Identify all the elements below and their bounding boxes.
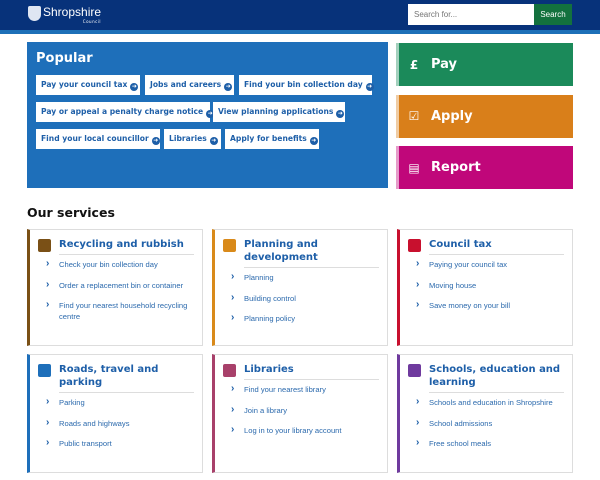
crest-icon	[28, 6, 41, 21]
logo-text: Shropshire	[43, 5, 102, 19]
service-title-link[interactable]: Libraries	[244, 363, 379, 380]
popular-link[interactable]: Libraries ➜	[164, 129, 221, 149]
popular-link[interactable]: Pay or appeal a penalty charge notice ➜	[36, 102, 215, 122]
service-link[interactable]: Free school meals	[416, 438, 568, 450]
popular-title: Popular	[36, 51, 93, 66]
popular-link[interactable]: Pay your council tax ➜	[36, 75, 140, 95]
service-title-link[interactable]: Recycling and rubbish	[59, 238, 194, 255]
service-title-link[interactable]: Schools, education and learning	[429, 363, 564, 393]
search-input[interactable]	[408, 4, 534, 25]
service-card: Schools, education and learning Schools a…	[397, 354, 573, 473]
popular-link-label: Libraries	[169, 134, 207, 143]
service-link[interactable]: Roads and highways	[46, 418, 198, 430]
popular-link-label: Jobs and careers	[150, 80, 222, 89]
service-link[interactable]: Log in to your library account	[231, 425, 383, 437]
popular-link[interactable]: Jobs and careers ➜	[145, 75, 234, 95]
service-link[interactable]: Paying your council tax	[416, 259, 568, 271]
service-link[interactable]: Public transport	[46, 438, 198, 450]
service-link[interactable]: Find your nearest library	[231, 384, 383, 396]
popular-link-label: Apply for benefits	[230, 134, 307, 143]
wallet-icon	[408, 239, 421, 252]
popular-panel: Popular Pay your council tax ➜ Jobs and ca…	[27, 42, 388, 188]
service-link[interactable]: Order a replacement bin or container	[46, 280, 198, 292]
service-card: Libraries Find your nearest library Join a…	[212, 354, 388, 473]
bin-icon	[38, 239, 51, 252]
popular-link-label: Pay your council tax	[41, 80, 128, 89]
service-link[interactable]: Check your bin collection day	[46, 259, 198, 271]
checkbox-icon: ☑	[408, 109, 420, 123]
service-link[interactable]: Save money on your bill	[416, 300, 568, 312]
logo-subtext: Council	[82, 19, 102, 24]
search-button[interactable]: Search	[534, 4, 572, 25]
service-link[interactable]: School admissions	[416, 418, 568, 430]
graduation-cap-icon	[408, 364, 421, 377]
popular-link-label: View planning applications	[218, 107, 334, 116]
popular-link[interactable]: View planning applications ➜	[213, 102, 345, 122]
arrow-right-icon: ➜	[309, 137, 318, 145]
action-label: Pay	[431, 57, 458, 72]
service-link[interactable]: Schools and education in Shropshire	[416, 397, 568, 409]
service-link[interactable]: Moving house	[416, 280, 568, 292]
arrow-right-icon: ➜	[224, 83, 233, 91]
service-card: Recycling and rubbish Check your bin coll…	[27, 229, 203, 346]
arrow-right-icon: ➜	[209, 137, 218, 145]
book-icon	[223, 364, 236, 377]
service-link[interactable]: Building control	[231, 293, 383, 305]
arrow-right-icon: ➜	[130, 83, 139, 91]
popular-link-label: Find your local councillor	[41, 134, 149, 143]
arrow-right-icon: ➜	[151, 137, 160, 145]
service-link[interactable]: Join a library	[231, 405, 383, 417]
service-card: Roads, travel and parking Parking Roads an…	[27, 354, 203, 473]
action-report-button[interactable]: ▤ Report	[396, 146, 573, 189]
header-strip	[0, 30, 600, 34]
service-title-link[interactable]: Planning and development	[244, 238, 379, 268]
popular-link[interactable]: Find your local councillor ➜	[36, 129, 160, 149]
speech-bubble-icon: ▤	[408, 160, 420, 175]
service-title-link[interactable]: Council tax	[429, 238, 564, 255]
service-link[interactable]: Find your nearest household recycling ce…	[46, 300, 198, 322]
service-card: Planning and development Planning Building…	[212, 229, 388, 346]
service-link[interactable]: Parking	[46, 397, 198, 409]
our-services-heading: Our services	[27, 205, 115, 220]
plan-icon	[223, 239, 236, 252]
arrow-right-icon: ➜	[206, 110, 215, 118]
shropshire-council-logo[interactable]: Shropshire Council	[28, 6, 101, 24]
action-pay-button[interactable]: £ Pay	[396, 43, 573, 86]
action-label: Apply	[431, 108, 473, 124]
service-link[interactable]: Planning policy	[231, 313, 383, 325]
service-link[interactable]: Planning	[231, 272, 383, 284]
popular-link-label: Pay or appeal a penalty charge notice	[41, 107, 204, 116]
car-icon	[38, 364, 51, 377]
pound-hand-icon: £	[409, 57, 419, 72]
service-card: Council tax Paying your council tax Moving…	[397, 229, 573, 346]
popular-link-label: Find your bin collection day	[244, 80, 363, 89]
popular-link[interactable]: Find your bin collection day ➜	[239, 75, 374, 95]
arrow-right-icon: ➜	[365, 83, 374, 91]
arrow-right-icon: ➜	[336, 110, 345, 118]
service-title-link[interactable]: Roads, travel and parking	[59, 363, 194, 393]
action-apply-button[interactable]: ☑ Apply	[396, 94, 573, 138]
action-label: Report	[431, 160, 481, 175]
popular-link[interactable]: Apply for benefits ➜	[225, 129, 319, 149]
